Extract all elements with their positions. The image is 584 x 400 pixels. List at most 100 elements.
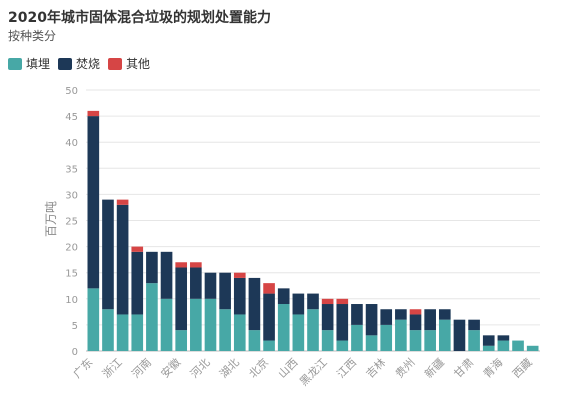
bar-segment-other[interactable] [175,262,188,268]
bar-segment-incineration[interactable] [175,267,188,331]
legend-label-other: 其他 [126,57,151,71]
chart-title: 2020年城市固体混合垃圾的规划处置能力 [8,10,271,26]
bar-segment-landfill[interactable] [351,324,363,351]
bar-segment-incineration[interactable] [233,277,246,315]
legend-item-other[interactable]: 其他 [108,55,150,72]
bar-segment-landfill[interactable] [307,309,319,351]
bar-segment-landfill[interactable] [175,330,188,351]
bar-segment-other[interactable] [190,262,202,268]
x-tick-label: 广东 [71,356,96,381]
x-tick-label: 青海 [480,355,505,380]
bar-segment-other[interactable] [321,298,334,305]
bar-segment-incineration[interactable] [351,304,363,325]
bar-segment-incineration[interactable] [365,304,378,336]
bar-segment-other[interactable] [116,199,129,205]
legend-item-landfill[interactable]: 填埋 [8,55,50,72]
x-tick-label: 湖北 [217,356,242,381]
bar-segment-landfill[interactable] [263,340,275,351]
bar-segment-incineration[interactable] [204,272,217,299]
bar-segment-landfill[interactable] [321,330,334,351]
x-tick-label: 山西 [276,356,301,381]
legend-label-landfill: 填埋 [26,57,51,71]
bar-segment-landfill[interactable] [131,314,144,351]
bar-segment-landfill[interactable] [219,309,231,351]
y-tick-label: 20 [65,243,78,254]
bar-segment-incineration[interactable] [102,199,114,310]
bar-segment-landfill[interactable] [526,345,539,351]
bar-segment-landfill[interactable] [116,314,129,351]
bar-segment-landfill[interactable] [409,330,422,351]
y-tick-label: 30 [65,190,78,201]
bar-segment-incineration[interactable] [395,309,407,320]
chart-subtitle: 按种类分 [8,29,57,43]
bar-segment-incineration[interactable] [263,293,275,341]
bar-segment-landfill[interactable] [102,309,114,351]
bar-segment-landfill[interactable] [248,330,261,351]
bar-segment-landfill[interactable] [365,335,378,351]
x-tick-label: 吉林 [363,355,388,380]
x-tick-label: 北京 [246,355,271,380]
x-tick-label: 河南 [129,356,154,381]
bar-segment-landfill[interactable] [146,283,158,351]
bar-segment-incineration[interactable] [277,288,290,305]
x-tick-label: 浙江 [100,356,125,381]
bar-segment-landfill[interactable] [424,330,436,351]
bar-segment-incineration[interactable] [336,304,349,341]
bar-segment-incineration[interactable] [497,335,510,341]
bar-segment-incineration[interactable] [307,293,319,310]
bar-segment-other[interactable] [233,272,246,278]
bar-segment-landfill[interactable] [190,298,202,351]
legend-item-incineration[interactable]: 焚烧 [58,55,100,72]
bar-segment-incineration[interactable] [482,335,495,346]
y-axis-label: 百万吨 [44,201,58,237]
bar-segment-landfill[interactable] [497,340,510,351]
bar-segment-landfill[interactable] [204,298,217,351]
bar-segment-incineration[interactable] [292,293,305,315]
bar-segment-other[interactable] [263,283,275,294]
bar-segment-incineration[interactable] [219,272,231,310]
bar-segment-other[interactable] [336,298,349,305]
bar-segment-landfill[interactable] [233,314,246,351]
x-tick-label: 西藏 [510,356,535,381]
bar-segment-landfill[interactable] [87,288,100,351]
y-tick-label: 35 [65,164,78,175]
y-tick-label: 0 [72,347,78,358]
bar-segment-landfill[interactable] [512,340,524,351]
bar-segment-landfill[interactable] [438,319,451,351]
bar-segment-incineration[interactable] [468,319,480,331]
bar-segment-landfill[interactable] [395,319,407,351]
bar-segment-landfill[interactable] [336,340,349,351]
bar-segment-incineration[interactable] [321,304,334,331]
x-tick-label: 贵州 [393,356,418,381]
bar-segment-landfill[interactable] [482,345,495,351]
bar-segment-landfill[interactable] [292,314,305,351]
bar-segment-landfill[interactable] [380,324,393,351]
y-tick-label: 50 [65,86,78,97]
y-tick-label: 40 [65,138,78,149]
x-tick-label: 江西 [334,356,359,381]
bar-segment-incineration[interactable] [453,319,466,351]
bar-segment-incineration[interactable] [131,251,144,315]
bar-segment-other[interactable] [87,110,100,117]
bar-segment-landfill[interactable] [160,298,173,351]
bar-segment-incineration[interactable] [248,277,261,331]
bar-segment-incineration[interactable] [190,267,202,299]
bar-segment-landfill[interactable] [277,304,290,351]
bar-segment-incineration[interactable] [87,116,100,289]
bar-segment-incineration[interactable] [409,314,422,331]
y-tick-label: 45 [65,112,78,123]
bar-segment-landfill[interactable] [468,330,480,351]
bar-segment-incineration[interactable] [146,251,158,284]
bar-segment-incineration[interactable] [424,309,436,331]
bar-segment-other[interactable] [131,246,144,252]
bar-segment-incineration[interactable] [438,309,451,320]
bar-segment-incineration[interactable] [380,309,393,325]
bar-segment-incineration[interactable] [160,251,173,299]
bar-segment-incineration[interactable] [116,204,129,315]
y-tick-label: 25 [65,217,78,228]
legend-swatch-incineration [58,57,73,70]
y-tick-label: 15 [65,269,78,280]
bar-segment-other[interactable] [409,309,422,315]
